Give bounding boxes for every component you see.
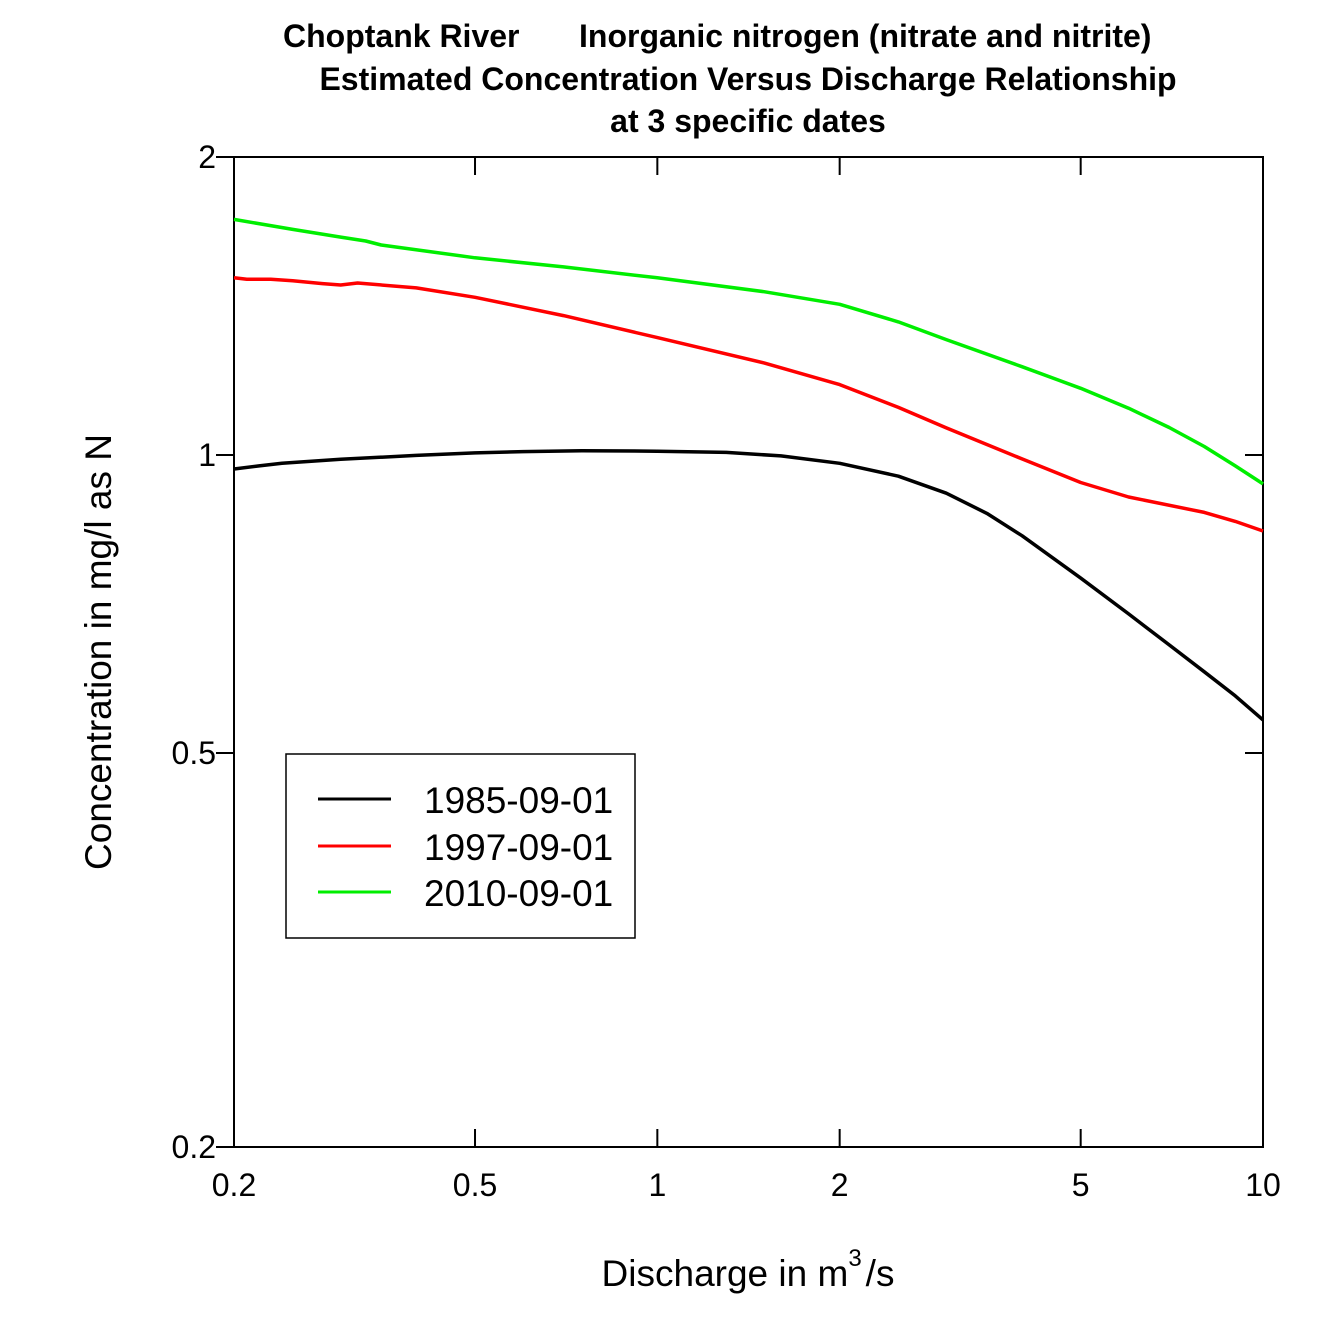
y-tick-label: 0.5 — [172, 735, 216, 771]
x-tick-label: 0.2 — [212, 1167, 256, 1203]
title-river: Choptank River — [283, 18, 519, 54]
series-line-2010-09-01 — [233, 217, 1264, 486]
y-tick-label: 2 — [198, 139, 216, 175]
legend-label-1985: 1985-09-01 — [424, 780, 613, 821]
y-axis-label: Concentration in mg/l as N — [78, 434, 119, 870]
legend-label-1997: 1997-09-01 — [424, 827, 613, 868]
title-line2: Estimated Concentration Versus Discharge… — [319, 61, 1176, 97]
legend: 1985-09-01 1997-09-01 2010-09-01 — [285, 753, 636, 939]
x-axis-label-text: Discharge in m — [602, 1253, 849, 1294]
x-axis-label-tail: /s — [866, 1253, 895, 1294]
series-line-1997-09-01 — [233, 276, 1264, 533]
x-tick-label: 10 — [1245, 1167, 1281, 1203]
x-axis-label-superscript: 3 — [848, 1245, 861, 1272]
plot-frame — [233, 156, 1264, 1148]
y-tick-label: 1 — [198, 437, 216, 473]
title-constituent: Inorganic nitrogen (nitrate and nitrite) — [579, 18, 1151, 54]
y-tick-label: 0.2 — [172, 1129, 216, 1165]
x-tick-label: 2 — [831, 1167, 849, 1203]
series-layer — [233, 217, 1265, 722]
x-tick-label: 1 — [648, 1167, 666, 1203]
title-line3: at 3 specific dates — [610, 103, 886, 139]
series-line-1985-09-01 — [233, 448, 1265, 722]
x-axis-label: Discharge in m3/s — [602, 1245, 895, 1294]
y-axis: 0.2 0.5 1 2 — [172, 139, 1263, 1165]
legend-label-2010: 2010-09-01 — [424, 873, 613, 914]
x-tick-label: 0.5 — [453, 1167, 497, 1203]
x-tick-label: 5 — [1072, 1167, 1090, 1203]
x-axis: 0.2 0.5 1 2 5 10 — [212, 157, 1281, 1203]
chart-title: Choptank River Inorganic nitrogen (nitra… — [283, 18, 1177, 139]
